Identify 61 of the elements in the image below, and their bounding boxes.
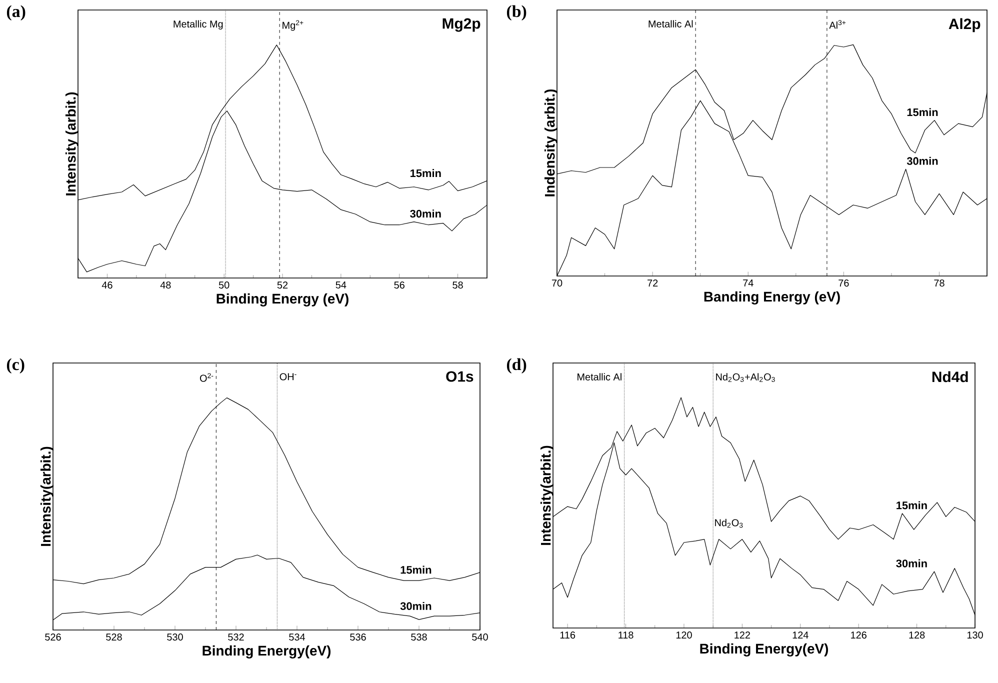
x-axis-title: Banding Energy (eV) xyxy=(704,291,840,304)
text: (d) xyxy=(506,358,526,374)
y-axis-title: Intensity(arbit.) xyxy=(540,446,554,545)
x-tick-label: 56 xyxy=(394,282,404,289)
annotation: Nd$_{2}$O$_{3}$ xyxy=(715,518,743,528)
x-tick-label: 128 xyxy=(909,632,925,639)
x-axis-title: Binding Energy (eV) xyxy=(216,293,348,306)
ref-line-label: Metallic Al xyxy=(578,373,622,380)
series-label: 15min xyxy=(896,501,927,510)
series-label: 30min xyxy=(906,156,938,165)
x-tick-label: 540 xyxy=(472,634,488,641)
ref-line-label: Mg$^{2+}$ xyxy=(282,20,304,31)
y-axis-title: Intensity (arbit.) xyxy=(65,92,78,196)
chart-title: O1s xyxy=(446,371,474,382)
x-tick-label: 46 xyxy=(102,282,112,289)
series-label: 30min xyxy=(400,602,432,610)
series-label: 15min xyxy=(907,108,938,116)
series-label: 15min xyxy=(410,169,441,178)
x-tick-label: 534 xyxy=(289,634,306,641)
x-tick-label: 122 xyxy=(734,632,750,638)
x-tick-label: 530 xyxy=(167,634,183,641)
x-tick-label: 526 xyxy=(45,634,61,641)
x-tick-label: 70 xyxy=(552,280,562,287)
x-tick-label: 52 xyxy=(277,282,288,289)
ref-line-label: OH$^{-}$ xyxy=(280,373,296,380)
x-tick-label: 78 xyxy=(934,280,944,287)
x-tick-label: 532 xyxy=(228,634,244,641)
text: (b) xyxy=(506,5,526,21)
chart-title: Mg2p xyxy=(442,18,480,32)
text: (c) xyxy=(6,358,24,374)
ref-line-label: Metallic Al xyxy=(648,20,693,28)
ref-line-label: O$^{2-}$ xyxy=(200,373,214,382)
y-axis-title: Intensity(arbit.) xyxy=(40,446,54,546)
x-tick-label: 50 xyxy=(218,282,230,289)
ref-line-label: Nd$_{2}$O$_{3}$+Al$_{2}$O$_{3}$ xyxy=(716,373,775,382)
x-tick-label: 72 xyxy=(648,280,658,286)
x-tick-label: 118 xyxy=(618,632,634,639)
x-tick-label: 74 xyxy=(743,280,754,286)
x-tick-label: 58 xyxy=(452,282,463,289)
x-tick-label: 126 xyxy=(851,632,866,639)
ref-line-label: Metallic Mg xyxy=(174,20,223,30)
x-axis-title: Binding Energy(eV) xyxy=(700,643,828,656)
x-tick-label: 54 xyxy=(336,282,346,288)
x-tick-label: 76 xyxy=(838,280,849,287)
ref-line-label: Al$^{3+}$ xyxy=(829,20,846,29)
x-tick-label: 536 xyxy=(350,634,366,641)
text: (a) xyxy=(6,5,26,21)
x-tick-label: 48 xyxy=(160,282,171,289)
chart-title: Nd4d xyxy=(932,371,968,382)
x-tick-label: 538 xyxy=(411,634,427,641)
x-tick-label: 120 xyxy=(676,632,692,639)
chart-title: Al2p xyxy=(948,18,980,32)
x-tick-label: 130 xyxy=(967,632,983,639)
y-axis-title: Indensity (arbit.) xyxy=(544,89,558,196)
x-axis-title: Binding Energy(eV) xyxy=(202,645,331,658)
x-tick-label: 124 xyxy=(792,632,808,638)
x-tick-label: 528 xyxy=(106,634,122,641)
series-label: 15min xyxy=(400,566,432,574)
series-label: 30min xyxy=(896,559,927,568)
series-label: 30min xyxy=(410,210,441,218)
x-tick-label: 116 xyxy=(560,632,576,639)
